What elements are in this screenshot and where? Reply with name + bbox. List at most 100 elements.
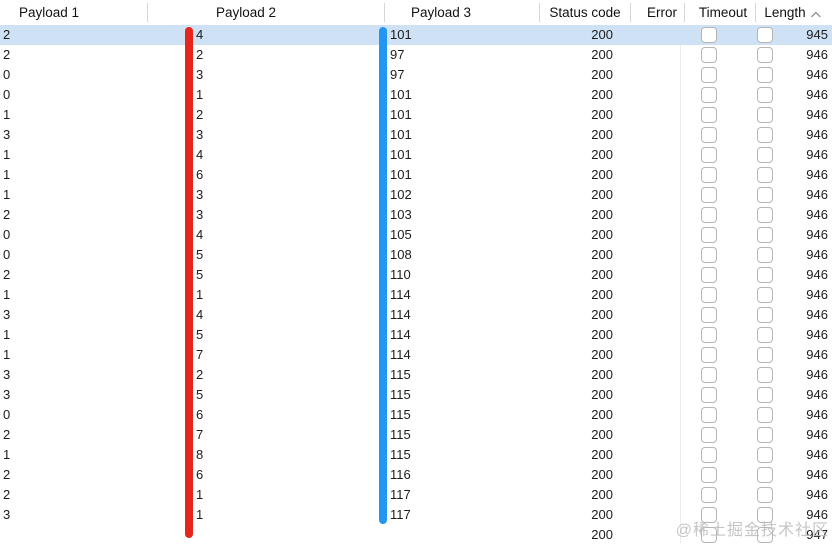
cell-payload1: 3 (3, 307, 11, 322)
error-checkbox[interactable] (701, 107, 717, 123)
timeout-checkbox[interactable] (757, 187, 773, 203)
column-header-payload2[interactable]: Payload 2 (216, 0, 276, 25)
table-row[interactable]: 0 6 115 200 946 (0, 405, 832, 425)
timeout-checkbox[interactable] (757, 87, 773, 103)
error-checkbox[interactable] (701, 247, 717, 263)
table-row[interactable]: 1 3 102 200 946 (0, 185, 832, 205)
table-row[interactable]: 2 2 97 200 946 (0, 45, 832, 65)
timeout-checkbox[interactable] (757, 507, 773, 523)
table-row[interactable]: 0 3 97 200 946 (0, 65, 832, 85)
timeout-checkbox[interactable] (757, 127, 773, 143)
timeout-checkbox[interactable] (757, 47, 773, 63)
timeout-checkbox[interactable] (757, 107, 773, 123)
timeout-checkbox[interactable] (757, 367, 773, 383)
error-checkbox[interactable] (701, 507, 717, 523)
column-header-timeout[interactable]: Timeout (699, 0, 747, 25)
timeout-checkbox[interactable] (757, 407, 773, 423)
table-row[interactable]: 3 5 115 200 946 (0, 385, 832, 405)
cell-length: 946 (806, 67, 828, 82)
error-checkbox[interactable] (701, 27, 717, 43)
table-row[interactable]: 2 5 110 200 946 (0, 265, 832, 285)
error-checkbox[interactable] (701, 187, 717, 203)
error-checkbox[interactable] (701, 207, 717, 223)
error-checkbox[interactable] (701, 127, 717, 143)
timeout-checkbox[interactable] (757, 207, 773, 223)
error-checkbox[interactable] (701, 467, 717, 483)
timeout-checkbox[interactable] (757, 227, 773, 243)
error-checkbox[interactable] (701, 227, 717, 243)
timeout-checkbox[interactable] (757, 247, 773, 263)
error-checkbox[interactable] (701, 387, 717, 403)
cell-payload1: 1 (3, 347, 11, 362)
table-row[interactable]: 3 4 114 200 946 (0, 305, 832, 325)
cell-payload2: 6 (196, 407, 204, 422)
error-checkbox[interactable] (701, 527, 717, 543)
error-checkbox[interactable] (701, 367, 717, 383)
table-row[interactable]: 200 947 (0, 525, 832, 545)
error-checkbox[interactable] (701, 487, 717, 503)
timeout-checkbox[interactable] (757, 27, 773, 43)
error-checkbox[interactable] (701, 327, 717, 343)
column-header-error[interactable]: Error (647, 0, 677, 25)
table-row[interactable]: 1 1 114 200 946 (0, 285, 832, 305)
timeout-checkbox[interactable] (757, 427, 773, 443)
table-row[interactable]: 2 6 116 200 946 (0, 465, 832, 485)
table-row[interactable]: 0 1 101 200 946 (0, 85, 832, 105)
table-row[interactable]: 2 4 101 200 945 (0, 25, 832, 45)
timeout-checkbox[interactable] (757, 147, 773, 163)
error-checkbox[interactable] (701, 287, 717, 303)
table-row[interactable]: 1 2 101 200 946 (0, 105, 832, 125)
timeout-checkbox[interactable] (757, 387, 773, 403)
timeout-checkbox[interactable] (757, 447, 773, 463)
table-row[interactable]: 1 7 114 200 946 (0, 345, 832, 365)
cell-length: 946 (806, 267, 828, 282)
error-checkbox[interactable] (701, 87, 717, 103)
cell-payload1: 1 (3, 447, 11, 462)
timeout-checkbox[interactable] (757, 307, 773, 323)
timeout-checkbox[interactable] (757, 487, 773, 503)
table-row[interactable]: 0 4 105 200 946 (0, 225, 832, 245)
error-checkbox[interactable] (701, 347, 717, 363)
table-row[interactable]: 3 1 117 200 946 (0, 505, 832, 525)
error-checkbox[interactable] (701, 407, 717, 423)
table-row[interactable]: 1 8 115 200 946 (0, 445, 832, 465)
table-row[interactable]: 1 5 114 200 946 (0, 325, 832, 345)
timeout-checkbox[interactable] (757, 67, 773, 83)
error-checkbox[interactable] (701, 267, 717, 283)
timeout-checkbox[interactable] (757, 327, 773, 343)
cell-payload2: 7 (196, 427, 204, 442)
cell-length: 945 (806, 27, 828, 42)
column-header-status-code[interactable]: Status code (549, 0, 620, 25)
cell-payload2: 3 (196, 187, 204, 202)
timeout-checkbox[interactable] (757, 527, 773, 543)
timeout-checkbox[interactable] (757, 167, 773, 183)
cell-payload2: 5 (196, 387, 204, 402)
error-checkbox[interactable] (701, 147, 717, 163)
column-header-payload1[interactable]: Payload 1 (19, 0, 79, 25)
timeout-checkbox[interactable] (757, 287, 773, 303)
timeout-checkbox[interactable] (757, 267, 773, 283)
table-row[interactable]: 0 5 108 200 946 (0, 245, 832, 265)
cell-payload1: 0 (3, 247, 11, 262)
table-row[interactable]: 2 7 115 200 946 (0, 425, 832, 445)
header-divider (755, 3, 756, 22)
table-row[interactable]: 1 6 101 200 946 (0, 165, 832, 185)
table-row[interactable]: 1 4 101 200 946 (0, 145, 832, 165)
error-checkbox[interactable] (701, 447, 717, 463)
column-header-length[interactable]: Length (764, 0, 821, 25)
cell-payload3: 101 (390, 147, 412, 162)
table-row[interactable]: 3 3 101 200 946 (0, 125, 832, 145)
error-checkbox[interactable] (701, 67, 717, 83)
error-checkbox[interactable] (701, 167, 717, 183)
table-row[interactable]: 3 2 115 200 946 (0, 365, 832, 385)
table-row[interactable]: 2 3 103 200 946 (0, 205, 832, 225)
error-checkbox[interactable] (701, 427, 717, 443)
error-checkbox[interactable] (701, 307, 717, 323)
cell-length: 946 (806, 427, 828, 442)
timeout-checkbox[interactable] (757, 467, 773, 483)
column-header-payload3[interactable]: Payload 3 (411, 0, 471, 25)
timeout-checkbox[interactable] (757, 347, 773, 363)
table-row[interactable]: 2 1 117 200 946 (0, 485, 832, 505)
cell-payload3: 115 (390, 367, 411, 382)
error-checkbox[interactable] (701, 47, 717, 63)
